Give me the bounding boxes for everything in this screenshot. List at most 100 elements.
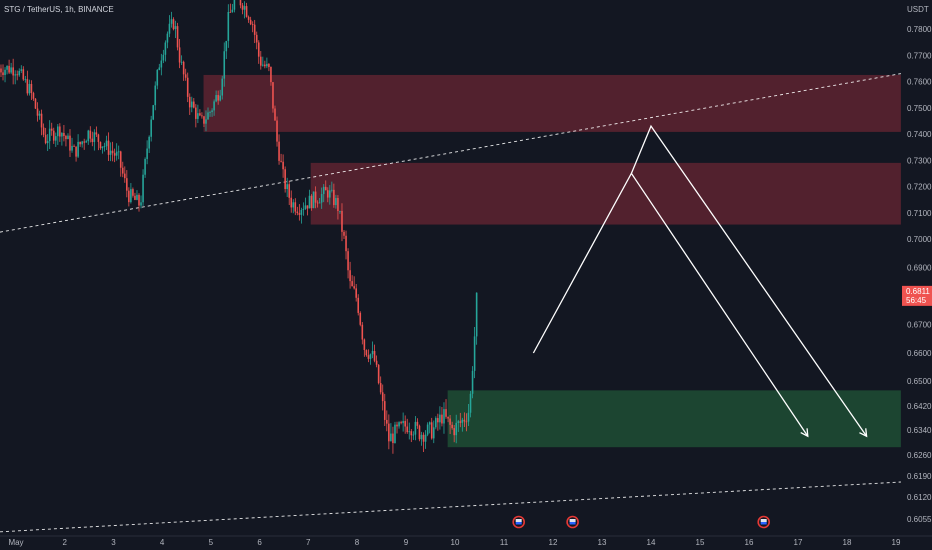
candle-body-221 — [447, 416, 449, 419]
candle-body-124 — [249, 19, 252, 25]
candle-body-80 — [160, 60, 163, 68]
candle-body-107 — [215, 95, 217, 102]
candle-body-152 — [306, 205, 309, 209]
event-marker-icon-2[interactable] — [757, 515, 771, 529]
price-axis-background — [902, 0, 932, 536]
candle-body-214 — [432, 427, 435, 439]
candle-body-162 — [326, 190, 329, 198]
price-tick-5: 0.7300 — [907, 156, 932, 165]
candle-body-59 — [117, 151, 120, 153]
candle-body-233 — [471, 370, 474, 394]
candle-body-96 — [193, 101, 195, 108]
candle-body-4 — [6, 65, 8, 70]
candle-body-50 — [99, 141, 102, 149]
candle-body-19 — [36, 108, 39, 116]
candle-body-47 — [93, 132, 96, 143]
candle-body-74 — [148, 136, 150, 149]
candle-body-53 — [105, 140, 108, 147]
candle-body-163 — [329, 190, 331, 198]
candle-body-171 — [345, 235, 347, 252]
candle-body-113 — [227, 12, 230, 41]
price-axis-currency: USDT — [907, 5, 929, 14]
chart-title: STG / TetherUS, 1h, BINANCE — [4, 5, 114, 14]
candle-body-28 — [54, 136, 57, 141]
price-tick-3: 0.7500 — [907, 104, 932, 113]
event-marker-icon-0[interactable] — [512, 515, 526, 529]
candle-body-110 — [221, 78, 224, 96]
demand-zone-2 — [447, 390, 901, 448]
candle-body-203 — [410, 431, 413, 436]
candle-body-6 — [10, 67, 12, 73]
event-marker-icon-1[interactable] — [566, 515, 579, 529]
candle-body-222 — [449, 418, 451, 425]
candle-body-76 — [152, 105, 155, 120]
candle-body-228 — [461, 419, 464, 423]
projection-arrowhead-1 — [859, 428, 868, 438]
candle-body-120 — [241, 5, 244, 10]
candle-body-139 — [280, 160, 282, 162]
price-tick-18: 0.6120 — [907, 493, 932, 502]
time-tick-18: 19 — [892, 538, 901, 547]
candle-body-85 — [170, 19, 173, 24]
candle-body-105 — [211, 110, 213, 113]
candle-body-98 — [197, 113, 199, 119]
dashed-line-1 — [0, 481, 901, 533]
candle-body-129 — [259, 56, 262, 66]
candle-body-157 — [316, 202, 319, 204]
candle-body-95 — [190, 101, 193, 108]
candle-body-217 — [439, 414, 441, 423]
candle-body-198 — [400, 422, 402, 424]
candle-body-9 — [16, 74, 19, 76]
candle-body-149 — [300, 209, 303, 215]
candle-body-165 — [333, 189, 335, 206]
candle-body-145 — [292, 202, 295, 208]
price-axis[interactable]: USDT 0.7800 0.7700 0.7600 0.7500 0.7400 0.730… — [902, 0, 932, 536]
candle-body-204 — [412, 434, 415, 436]
candle-body-144 — [290, 197, 293, 208]
candle-body-150 — [302, 208, 305, 210]
candle-body-192 — [388, 423, 390, 442]
time-tick-1: 2 — [62, 538, 67, 547]
candle-body-54 — [107, 140, 110, 155]
candle-body-207 — [418, 425, 421, 440]
candle-body-199 — [402, 421, 404, 424]
candle-body-26 — [50, 128, 53, 131]
candle-body-14 — [26, 79, 29, 94]
candle-body-172 — [347, 251, 349, 271]
candle-body-44 — [87, 130, 90, 142]
candle-body-133 — [268, 63, 270, 67]
time-axis[interactable]: May 2 3 4 5 6 7 8 9 10 11 12 13 14 15 16 17 18 19 — [0, 535, 932, 547]
candle-body-69 — [138, 194, 140, 206]
candle-body-43 — [85, 141, 88, 143]
candle-body-219 — [443, 409, 445, 424]
candle-body-114 — [229, 12, 232, 13]
candle-body-194 — [392, 433, 394, 444]
candle-body-193 — [390, 433, 392, 442]
projection-path-1 — [630, 124, 868, 437]
candle-body-156 — [314, 191, 317, 203]
candle-body-65 — [130, 189, 132, 203]
candle-body-75 — [150, 119, 152, 137]
time-tick-11: 12 — [549, 538, 558, 547]
candle-body-27 — [52, 130, 55, 141]
candle-body-195 — [394, 424, 396, 444]
zones-layer — [203, 74, 901, 448]
candle-body-2 — [2, 72, 4, 76]
time-tick-10: 11 — [500, 538, 509, 547]
candle-body-201 — [406, 426, 409, 433]
time-tick-5: 6 — [257, 538, 262, 547]
candle-body-8 — [14, 74, 16, 76]
candle-body-100 — [201, 115, 203, 117]
candle-body-24 — [46, 141, 49, 144]
candle-body-63 — [126, 178, 128, 191]
candle-body-131 — [264, 64, 266, 67]
projection-lines — [532, 124, 868, 438]
candle-body-197 — [398, 422, 400, 427]
candle-body-91 — [182, 61, 185, 75]
candle-body-106 — [213, 101, 215, 111]
candle-body-216 — [437, 418, 439, 423]
candle-body-38 — [75, 146, 77, 157]
candle-body-143 — [288, 184, 291, 198]
candle-body-200 — [404, 421, 406, 427]
